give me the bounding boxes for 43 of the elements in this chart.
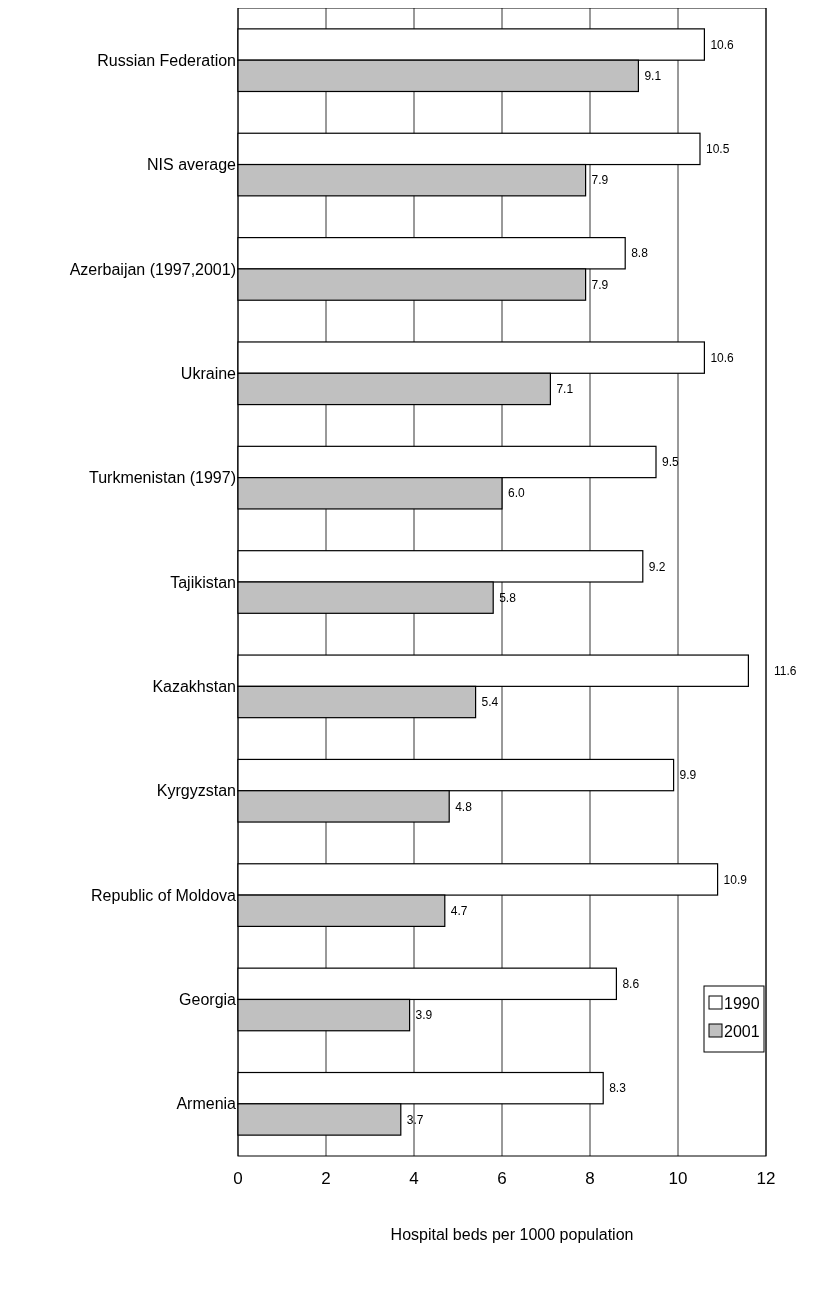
data-label: 4.8: [455, 799, 473, 814]
x-tick-label: 0: [233, 1169, 243, 1188]
data-label: 7.1: [556, 382, 574, 397]
x-tick-label: 2: [321, 1169, 331, 1188]
data-label: 7.9: [591, 173, 609, 188]
data-label: 11.6: [774, 663, 797, 678]
y-tick-label: Ukraine: [180, 364, 237, 382]
y-tick-label: Kyrgyzstan: [156, 782, 236, 800]
x-tick-label: 8: [585, 1169, 595, 1188]
legend-label: 2001: [724, 1022, 760, 1040]
data-label: 8.3: [609, 1081, 627, 1096]
data-label: 3.7: [406, 1112, 424, 1127]
y-tick-label: Armenia: [176, 1095, 237, 1113]
y-tick-label: Azerbaijan (1997,2001): [69, 260, 236, 278]
x-tick-label: 12: [756, 1169, 776, 1188]
data-label: 5.4: [481, 695, 499, 710]
y-tick-label: Turkmenistan (1997): [88, 469, 236, 487]
y-tick-label: NIS average: [147, 156, 237, 174]
legend-label: 1990: [724, 994, 760, 1012]
data-label: 8.8: [631, 246, 649, 261]
data-label: 9.2: [648, 559, 666, 574]
y-tick-label: Russian Federation: [97, 51, 236, 69]
data-label: 9.9: [679, 768, 697, 783]
data-label: 7.9: [591, 277, 609, 292]
x-tick-label: 6: [497, 1169, 507, 1188]
data-label: 10.5: [706, 142, 730, 157]
data-label: 4.7: [450, 903, 468, 918]
data-label: 3.9: [415, 1008, 433, 1023]
x-axis-title: Hospital beds per 1000 population: [390, 1226, 634, 1243]
data-label: 5.8: [499, 590, 517, 605]
y-tick-label: Kazakhstan: [152, 677, 236, 695]
data-label: 9.1: [644, 69, 662, 84]
y-tick-label: Georgia: [179, 991, 237, 1009]
y-tick-label: Tajikistan: [170, 573, 236, 591]
data-label: 6.0: [508, 486, 526, 501]
data-label: 10.6: [710, 350, 735, 365]
data-label: 9.5: [662, 455, 680, 470]
data-label: 10.9: [723, 872, 748, 887]
x-tick-label: 10: [668, 1169, 688, 1188]
data-label: 10.6: [710, 37, 735, 52]
y-tick-label: Republic of Moldova: [91, 886, 237, 904]
x-tick-label: 4: [409, 1169, 419, 1188]
data-label: 8.6: [622, 977, 640, 991]
